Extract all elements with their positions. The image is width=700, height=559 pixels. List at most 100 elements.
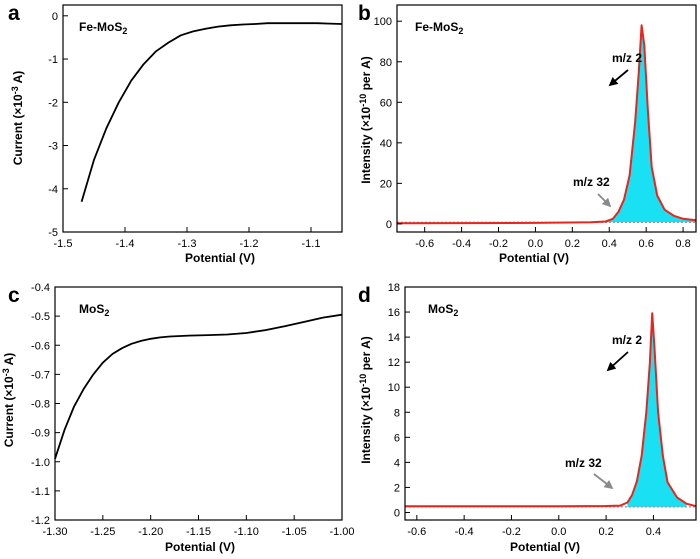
panel-d-xtick-label: 0.4 (646, 526, 661, 538)
panel-a-ytick-label: -1 (48, 54, 58, 66)
panel-b-xtick-label: 0.8 (675, 238, 690, 250)
panel-b-xlabel: Potential (V) (499, 251, 569, 265)
panel-d-xtick-label: 0.2 (598, 526, 613, 538)
panel-a: a -1.5 -1.4 -1.3 -1.2 -1.1 -5 -4 -3 -2 -1 0 Fe-MoS… (8, 2, 343, 265)
panel-a-xtick-label: -1.5 (54, 238, 73, 250)
panel-d-ytick-label: 12 (388, 357, 400, 369)
panel-d: d -0.6 -0.4 -0.2 0.0 0.2 0.4 0 2 4 6 8 10 12 14 16 18 M… (358, 282, 697, 554)
panel-c-ytick-label: -0.9 (31, 428, 50, 440)
panel-c-ytick-label: -1.0 (31, 457, 50, 469)
panel-d-title: MoS2 (428, 302, 458, 318)
panel-c-frame (54, 286, 343, 521)
panel-letter-c: c (8, 284, 20, 307)
panel-d-arrow-mz32 (593, 473, 614, 490)
panel-c-xtick-label: -1.30 (42, 526, 67, 538)
panel-c: c -1.30 -1.25 -1.20 -1.15 -1.10 -1.05 -1.00-1.… (1, 282, 355, 554)
panel-b-title: Fe-MoS2 (415, 20, 463, 36)
panel-d-ytick-label: 16 (388, 307, 400, 319)
plot-d: -0.6 -0.4 -0.2 0.0 0.2 0.4 0 2 4 6 8 10 12 14 16 18 (388, 282, 697, 538)
panel-d-ytick-label: 4 (394, 457, 400, 469)
panel-b-series-mz2 (396, 24, 697, 225)
panel-a-xlabel: Potential (V) (185, 251, 255, 265)
panel-d-xtick-label: 0.0 (551, 526, 566, 538)
panel-a-ytick-label: -2 (48, 97, 58, 109)
panel-b-ytick-label: 100 (374, 16, 392, 28)
panel-c-xtick-label: -1.00 (329, 526, 354, 538)
panel-c-title: MoS2 (79, 302, 109, 318)
panel-d-frame (404, 286, 697, 521)
panel-a-xtick-label: -1.4 (116, 238, 135, 250)
panel-b-arrow-mz2 (608, 69, 629, 87)
panel-a-title: Fe-MoS2 (79, 20, 127, 36)
panel-d-ytick-label: 2 (394, 482, 400, 494)
panel-c-ylabel: Current (×10-3 A) (1, 353, 16, 448)
panel-c-ytick-label: -1.2 (31, 515, 50, 527)
panel-d-ylabel: Intensity (×10-10 per A) (358, 336, 373, 464)
panel-d-fill-area (627, 313, 687, 507)
panel-c-ytick-label: -0.7 (31, 369, 50, 381)
panel-c-ytick-label: -0.6 (31, 340, 50, 352)
panel-a-xtick-label: -1.3 (178, 238, 197, 250)
panel-d-ytick-label: 14 (388, 332, 400, 344)
panel-d-xtick-label: -0.2 (502, 526, 521, 538)
panel-b-fill-area (605, 25, 696, 223)
panel-d-ytick-label: 0 (394, 507, 400, 519)
panel-d-xlabel: Potential (V) (510, 540, 580, 554)
panel-b-ytick-label: 80 (380, 57, 392, 69)
panel-c-xtick-label: -1.05 (282, 526, 307, 538)
plot-a: -1.5 -1.4 -1.3 -1.2 -1.1 -5 -4 -3 -2 -1 0 (48, 4, 343, 250)
panel-b-ylabel: Intensity (×10-10 per A) (358, 56, 373, 184)
panel-c-ytick-label: -0.5 (31, 311, 50, 323)
panel-d-xtick-label: -0.6 (407, 526, 426, 538)
panel-b-frame (396, 4, 697, 233)
panel-a-xtick-label: -1.1 (302, 238, 321, 250)
panel-a-ylabel: Current (×10-3 A) (10, 71, 25, 166)
panel-c-ytick-label: -0.8 (31, 399, 50, 411)
panel-a-series-current (80, 22, 343, 202)
panel-d-series-mz2 (405, 312, 697, 508)
panel-a-ytick-label: -5 (48, 227, 58, 239)
panel-c-xtick-label: -1.15 (186, 526, 211, 538)
panel-c-xlabel: Potential (V) (165, 540, 235, 554)
panel-letter-a: a (8, 2, 20, 25)
panel-letter-b: b (358, 2, 371, 25)
panel-d-ytick-label: 8 (394, 407, 400, 419)
panel-a-frame (62, 4, 343, 233)
panel-a-ytick-label: 0 (52, 11, 58, 23)
panel-b-ytick-label: 60 (380, 97, 392, 109)
panel-d-ytick-label: 10 (388, 382, 400, 394)
panel-b-ytick-label: 40 (380, 138, 392, 150)
panel-b-xtick-label: 0.2 (565, 238, 580, 250)
panel-c-series-current (54, 313, 343, 460)
panel-b-annot-mz32: m/z 32 (573, 175, 610, 189)
panel-d-ytick-label: 6 (394, 432, 400, 444)
panel-c-xtick-label: -1.25 (90, 526, 115, 538)
panel-b-xtick-label: 0.6 (639, 238, 654, 250)
plot-c: -1.30 -1.25 -1.20 -1.15 -1.10 -1.05 -1.00 -1.2 -… (31, 282, 355, 538)
plot-b: -0.6 -0.4 -0.2 0.0 0.2 0.4 0.6 0.8 0 20 40 60 80 100 (374, 4, 697, 250)
panel-b: b -0.6 -0.4 -0.2 0.0 0.2 0.4 0.6 0.8 0 20 40 60 80 10… (358, 2, 697, 265)
panel-b-xtick-label: -0.2 (489, 238, 508, 250)
panel-letter-d: d (358, 284, 371, 307)
panel-b-xtick-label: -0.4 (452, 238, 471, 250)
panel-d-ytick-label: 18 (388, 282, 400, 294)
panel-a-ytick-label: -3 (48, 141, 58, 153)
panel-c-ytick-label: -1.1 (31, 486, 50, 498)
panel-d-annot-mz32: m/z 32 (565, 456, 602, 470)
panel-c-xtick-label: -1.20 (138, 526, 163, 538)
panel-b-xtick-label: 0.0 (528, 238, 543, 250)
panel-a-xtick-label: -1.2 (240, 238, 259, 250)
panel-d-arrow-mz2 (606, 351, 629, 372)
panel-b-xtick-label: -0.6 (415, 238, 434, 250)
panel-d-annot-mz2: m/z 2 (612, 333, 642, 347)
panel-a-ytick-label: -4 (48, 184, 58, 196)
panel-c-xtick-label: -1.10 (234, 526, 259, 538)
panel-b-annot-mz2: m/z 2 (612, 51, 642, 65)
panel-b-ytick-label: 20 (380, 178, 392, 190)
panel-b-xtick-label: 0.4 (602, 238, 617, 250)
panel-b-arrow-mz32 (597, 193, 612, 208)
panel-b-ytick-label: 0 (386, 219, 392, 231)
panel-c-ytick-label: -0.4 (31, 282, 50, 294)
panel-d-xtick-label: -0.4 (455, 526, 474, 538)
